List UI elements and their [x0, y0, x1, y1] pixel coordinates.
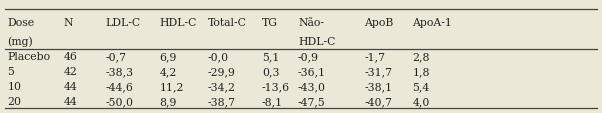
Text: 0,3: 0,3 — [262, 66, 279, 76]
Text: ApoA-1: ApoA-1 — [412, 18, 452, 28]
Text: -50,0: -50,0 — [105, 96, 134, 106]
Text: -40,7: -40,7 — [364, 96, 392, 106]
Text: Placebo: Placebo — [7, 52, 51, 61]
Text: -0,7: -0,7 — [105, 52, 126, 61]
Text: 4,0: 4,0 — [412, 96, 430, 106]
Text: -38,7: -38,7 — [208, 96, 236, 106]
Text: HDL-C: HDL-C — [160, 18, 197, 28]
Text: 4,2: 4,2 — [160, 66, 177, 76]
Text: TG: TG — [262, 18, 278, 28]
Text: -34,2: -34,2 — [208, 81, 236, 91]
Text: -13,6: -13,6 — [262, 81, 290, 91]
Text: 6,9: 6,9 — [160, 52, 177, 61]
Text: 2,8: 2,8 — [412, 52, 430, 61]
Text: -0,0: -0,0 — [208, 52, 229, 61]
Text: -47,5: -47,5 — [298, 96, 326, 106]
Text: 42: 42 — [63, 66, 77, 76]
Text: HDL-C: HDL-C — [298, 36, 335, 46]
Text: 44: 44 — [63, 96, 77, 106]
Text: 5: 5 — [7, 66, 14, 76]
Text: -44,6: -44,6 — [105, 81, 133, 91]
Text: 44: 44 — [63, 81, 77, 91]
Text: -0,9: -0,9 — [298, 52, 319, 61]
Text: -8,1: -8,1 — [262, 96, 283, 106]
Text: 1,8: 1,8 — [412, 66, 430, 76]
Text: -43,0: -43,0 — [298, 81, 326, 91]
Text: (mg): (mg) — [7, 36, 33, 46]
Text: LDL-C: LDL-C — [105, 18, 140, 28]
Text: -36,1: -36,1 — [298, 66, 326, 76]
Text: Dose: Dose — [7, 18, 34, 28]
Text: -31,7: -31,7 — [364, 66, 393, 76]
Text: -38,1: -38,1 — [364, 81, 393, 91]
Text: 5,1: 5,1 — [262, 52, 279, 61]
Text: N: N — [63, 18, 73, 28]
Text: Total-C: Total-C — [208, 18, 247, 28]
Text: 46: 46 — [63, 52, 77, 61]
Text: -29,9: -29,9 — [208, 66, 235, 76]
Text: 5,4: 5,4 — [412, 81, 430, 91]
Text: ApoB: ApoB — [364, 18, 394, 28]
Text: 20: 20 — [7, 96, 21, 106]
Text: Não-: Não- — [298, 18, 324, 28]
Text: 11,2: 11,2 — [160, 81, 184, 91]
Text: 8,9: 8,9 — [160, 96, 177, 106]
Text: -38,3: -38,3 — [105, 66, 134, 76]
Text: -1,7: -1,7 — [364, 52, 385, 61]
Text: 10: 10 — [7, 81, 21, 91]
